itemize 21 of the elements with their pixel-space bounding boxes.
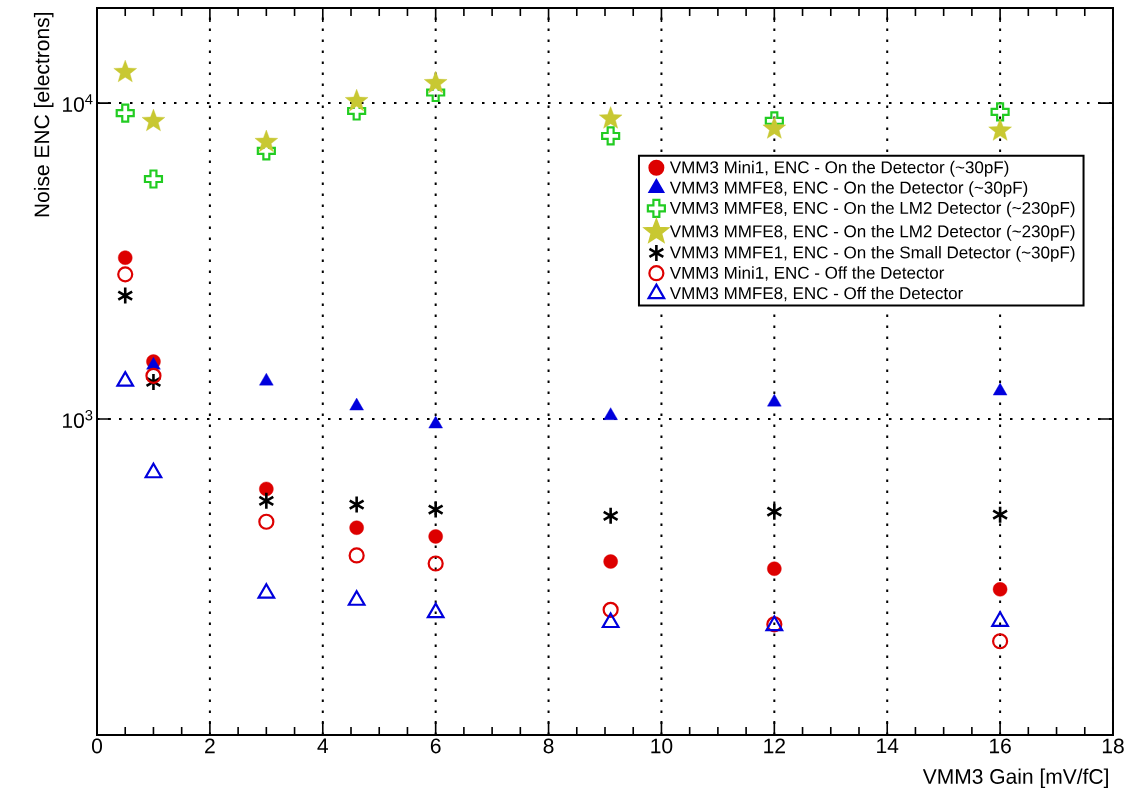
- legend-label: VMM3 Mini1, ENC - Off the Detector: [669, 266, 945, 281]
- y-tick-label: 10$^{4}$: [63, 94, 93, 112]
- legend-label: VMM3 MMFE8, ENC - On the LM2 Detector (~230pF): [669, 201, 1075, 218]
- x-tick-label: 12: [764, 738, 785, 754]
- x-tick-label: 16: [990, 738, 1011, 754]
- x-axis-title: VMM3 Gain [mV/fC]: [922, 768, 1108, 789]
- legend-label: VMM3 MMFE8, ENC - Off the Detector: [669, 286, 963, 302]
- y-tick-label: 10$^{3}$: [63, 410, 93, 429]
- legend-label: VMM3 MMFE8, ENC - On the LM2 Detector (~230pF): [669, 224, 1075, 241]
- x-tick-label: 6: [430, 738, 441, 754]
- x-tick-label: 10: [651, 738, 673, 754]
- x-tick-label: 14: [877, 738, 899, 753]
- x-tick-label: 8: [543, 738, 554, 754]
- legend-label: VMM3 Mini1, ENC - On the Detector (~30pF): [669, 160, 1009, 177]
- x-tick-label: 0: [91, 738, 103, 754]
- x-tick-label: 18: [1102, 738, 1124, 754]
- legend-label: VMM3 MMFE1, ENC - On the Small Detector (~30pF): [669, 246, 1075, 262]
- y-axis-title: Noise ENC [electrons]: [33, 13, 54, 217]
- legend-label: VMM3 MMFE8, ENC - On the Detector (~30pF): [669, 181, 1028, 197]
- x-tick-label: 2: [205, 738, 215, 754]
- x-tick-label: 4: [317, 738, 328, 753]
